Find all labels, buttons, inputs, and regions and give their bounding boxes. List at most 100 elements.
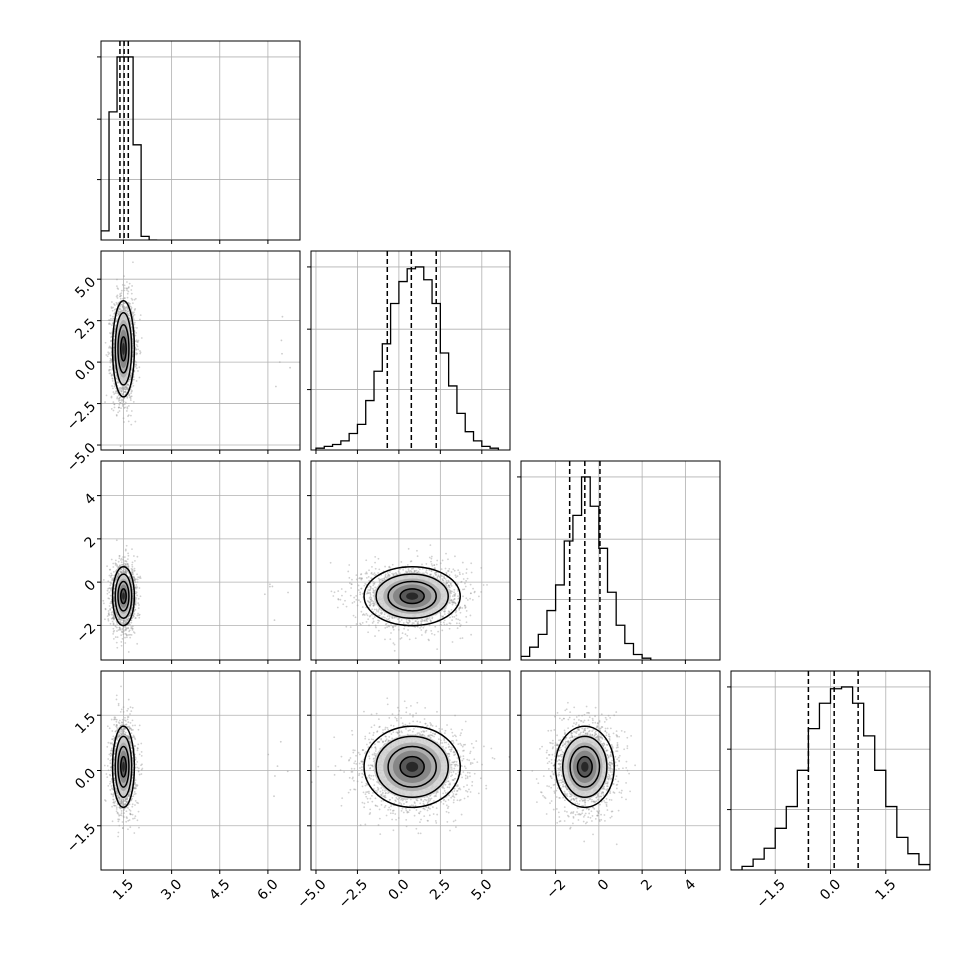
sample-point [128, 614, 131, 617]
sample-point [447, 584, 450, 587]
sample-point [436, 559, 439, 562]
sample-point [125, 387, 128, 390]
sample-point [104, 341, 107, 344]
sample-point [120, 568, 123, 571]
sample-point [131, 588, 134, 590]
sample-point [119, 564, 121, 567]
sample-point [465, 579, 468, 582]
sample-point [122, 567, 125, 569]
sample-point [123, 403, 126, 406]
sample-point [120, 622, 123, 625]
sample-point [115, 578, 117, 581]
contour-line [114, 312, 133, 386]
sample-point [337, 590, 340, 592]
sample-point [117, 629, 120, 631]
sample-point [136, 341, 139, 343]
contour-line [119, 588, 127, 605]
sample-point [136, 340, 139, 343]
scatter-panel-0-1 [101, 251, 300, 450]
sample-point [122, 558, 124, 561]
sample-point [428, 569, 431, 572]
sample-point [116, 381, 119, 384]
sample-point [112, 306, 114, 309]
sample-point [129, 375, 132, 378]
sample-point [367, 589, 370, 591]
sample-point [129, 374, 132, 377]
sample-point [119, 621, 122, 624]
sample-point [116, 314, 118, 317]
sample-point [117, 313, 120, 316]
ticks [122, 240, 269, 244]
sample-point [117, 288, 120, 290]
sample-point [130, 567, 133, 570]
sample-point [114, 559, 117, 562]
sample-point [114, 609, 117, 612]
sample-point [136, 581, 139, 584]
sample-point [263, 593, 266, 596]
sample-point [113, 605, 116, 608]
sample-point [384, 565, 386, 568]
sample-point [126, 281, 128, 283]
sample-point [125, 386, 127, 388]
sample-point [108, 568, 111, 571]
sample-point [115, 626, 118, 629]
sample-point [115, 562, 118, 565]
sample-point [129, 321, 132, 324]
sample-point [129, 378, 132, 381]
sample-point [111, 574, 113, 577]
sample-point [117, 310, 120, 313]
sample-point [413, 569, 416, 572]
sample-point [113, 355, 116, 358]
sample-point [120, 561, 123, 564]
sample-point [384, 574, 387, 577]
sample-point [131, 625, 134, 628]
sample-point [129, 614, 131, 617]
sample-point [371, 613, 373, 616]
sample-point [115, 612, 117, 615]
histogram-step-line [315, 266, 500, 450]
sample-point [124, 390, 127, 393]
sample-point [138, 604, 140, 606]
sample-point [134, 587, 137, 589]
sample-point [132, 355, 134, 358]
sample-point [123, 562, 126, 565]
sample-point [129, 376, 132, 379]
sample-point [117, 573, 120, 576]
sample-point [369, 592, 372, 595]
sample-point [125, 310, 128, 312]
sample-point [110, 359, 113, 362]
sample-point [123, 307, 125, 310]
sample-point [119, 618, 122, 621]
sample-point [105, 394, 108, 397]
sample-point [116, 575, 118, 578]
sample-point [367, 600, 370, 603]
sample-point [112, 623, 115, 626]
sample-point [424, 620, 426, 622]
sample-point [114, 321, 117, 323]
sample-point [120, 400, 123, 402]
sample-point [380, 613, 383, 616]
sample-point [109, 584, 112, 587]
sample-point [124, 571, 127, 574]
sample-point [124, 636, 126, 639]
sample-point [119, 293, 122, 295]
sample-point [424, 630, 427, 633]
sample-point [117, 573, 120, 576]
histogram-panel-1 [311, 251, 510, 450]
sample-point [133, 632, 136, 634]
sample-point [116, 377, 118, 380]
sample-point [134, 608, 137, 611]
sample-point [109, 568, 112, 571]
sample-point [118, 628, 121, 631]
sample-point [113, 385, 116, 388]
sample-point [106, 565, 108, 568]
sample-point [132, 555, 135, 557]
sample-point [125, 627, 128, 630]
sample-point [372, 573, 374, 576]
sample-point [336, 606, 339, 609]
sample-point [119, 445, 122, 448]
sample-point [121, 305, 124, 308]
sample-point [121, 621, 124, 624]
sample-point [369, 585, 372, 588]
sample-point [109, 357, 112, 360]
